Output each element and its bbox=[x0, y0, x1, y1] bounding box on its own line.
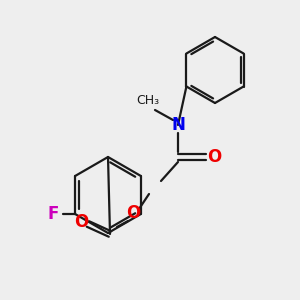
Text: O: O bbox=[126, 204, 140, 222]
Text: CH₃: CH₃ bbox=[136, 94, 160, 106]
Text: O: O bbox=[74, 213, 88, 231]
Text: N: N bbox=[171, 116, 185, 134]
Text: O: O bbox=[207, 148, 221, 166]
Text: F: F bbox=[47, 205, 59, 223]
